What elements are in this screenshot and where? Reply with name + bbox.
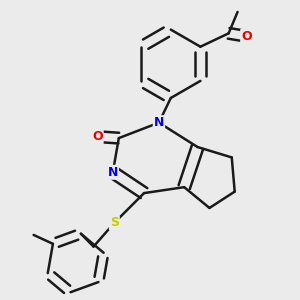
Text: O: O <box>241 30 252 43</box>
Text: N: N <box>154 116 164 129</box>
Text: N: N <box>108 166 118 179</box>
Text: S: S <box>110 216 119 229</box>
Text: O: O <box>92 130 103 143</box>
